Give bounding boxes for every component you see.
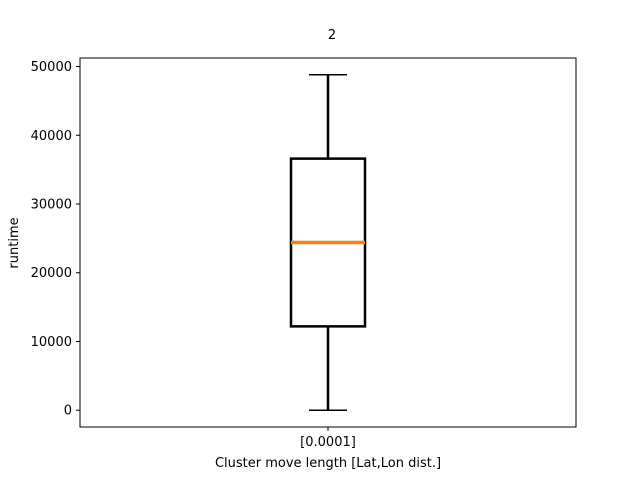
x-tick-label: [0.0001]	[300, 435, 356, 450]
y-tick-label: 40000	[31, 129, 72, 144]
y-tick-label: 20000	[31, 266, 72, 281]
y-axis-label: runtime	[7, 217, 22, 268]
y-tick-label: 10000	[31, 335, 72, 350]
x-axis-label: Cluster move length [Lat,Lon dist.]	[215, 456, 441, 471]
chart-title: 2	[328, 28, 336, 43]
y-tick-label: 50000	[31, 60, 72, 75]
plot-area: 0 10000 20000 30000 40000 50000 [0.0001]	[31, 57, 577, 450]
y-tick-label: 30000	[31, 198, 72, 213]
y-tick-label: 0	[64, 404, 72, 419]
